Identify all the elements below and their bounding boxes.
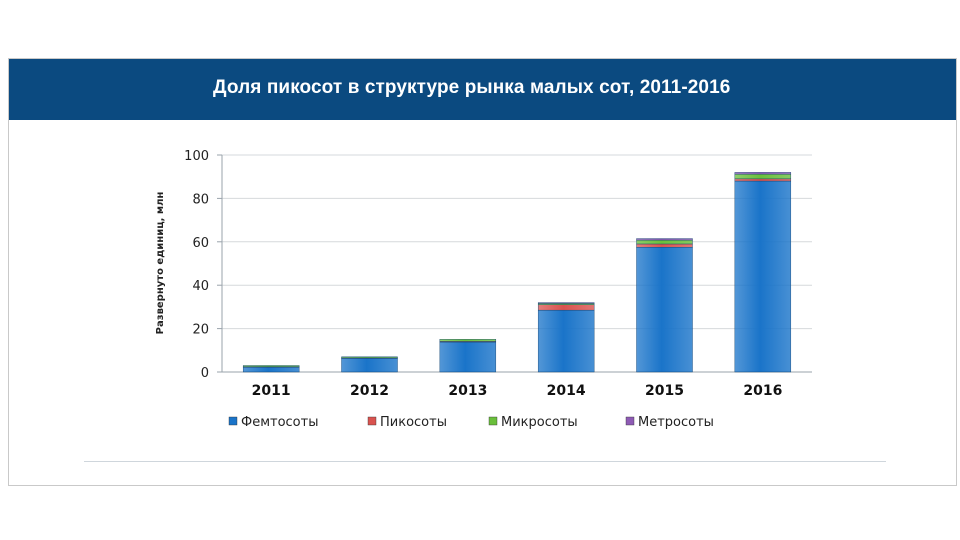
legend: Фемтосоты Пикосоты Микросоты Метросоты <box>228 415 714 430</box>
x-tick-label: 2015 <box>645 383 684 399</box>
bar-segment-2011-2 <box>242 365 300 367</box>
legend-swatch <box>625 416 635 426</box>
legend-label: Пикосоты <box>380 415 447 430</box>
bar-segment-2016-2 <box>734 173 792 180</box>
x-tick-label: 2011 <box>252 383 291 399</box>
y-axis-ticks: 0 20 40 60 80 100 <box>184 149 223 381</box>
y-tick-label: 20 <box>192 323 209 338</box>
x-tick-label: 2016 <box>743 383 782 399</box>
legend-swatch <box>367 416 377 426</box>
chart-frame: Доля пикосот в структуре рынка малых сот… <box>8 58 957 486</box>
legend-swatch <box>228 416 238 426</box>
bar-segment-2011-0 <box>242 366 300 373</box>
bar-segment-2016-3 <box>734 172 792 175</box>
bar-segment-2015-0 <box>636 247 693 373</box>
x-axis-categories: 2011 2012 2013 2014 2015 2016 <box>252 383 783 399</box>
bar-segment-2015-3 <box>636 238 693 241</box>
bar-segment-2014-3 <box>537 302 595 304</box>
y-tick-label: 0 <box>201 366 209 381</box>
bar-segment-2012-2 <box>341 356 398 359</box>
bar-segment-2016-0 <box>734 180 792 373</box>
legend-label: Фемтосоты <box>241 415 318 430</box>
title-bar: Доля пикосот в структуре рынка малых сот… <box>9 59 956 120</box>
divider <box>84 461 886 462</box>
bar-segment-2015-2 <box>636 239 693 245</box>
bar-segment-2014-1 <box>537 304 595 311</box>
bar-segment-2016-1 <box>734 178 792 182</box>
y-tick-label: 40 <box>192 279 209 294</box>
bars <box>242 172 792 373</box>
bar-segment-2013-2 <box>439 339 497 342</box>
gridlines <box>222 154 812 373</box>
y-tick-label: 60 <box>192 236 209 251</box>
bar-segment-2012-0 <box>341 358 398 373</box>
bar-segment-2015-1 <box>636 243 693 248</box>
x-tick-label: 2012 <box>350 383 389 399</box>
legend-swatch <box>488 416 498 426</box>
legend-label: Микросоты <box>501 415 578 430</box>
bar-segment-2014-0 <box>537 309 595 373</box>
chart-title: Доля пикосот в структуре рынка малых сот… <box>213 77 731 98</box>
x-tick-label: 2014 <box>547 383 586 399</box>
y-tick-label: 100 <box>184 149 209 164</box>
bar-segment-2013-0 <box>439 341 497 373</box>
legend-label: Метросоты <box>638 415 714 430</box>
y-axis-label: Развернуто единиц, млн <box>155 192 166 335</box>
y-tick-label: 80 <box>192 192 209 207</box>
x-tick-label: 2013 <box>448 383 487 399</box>
